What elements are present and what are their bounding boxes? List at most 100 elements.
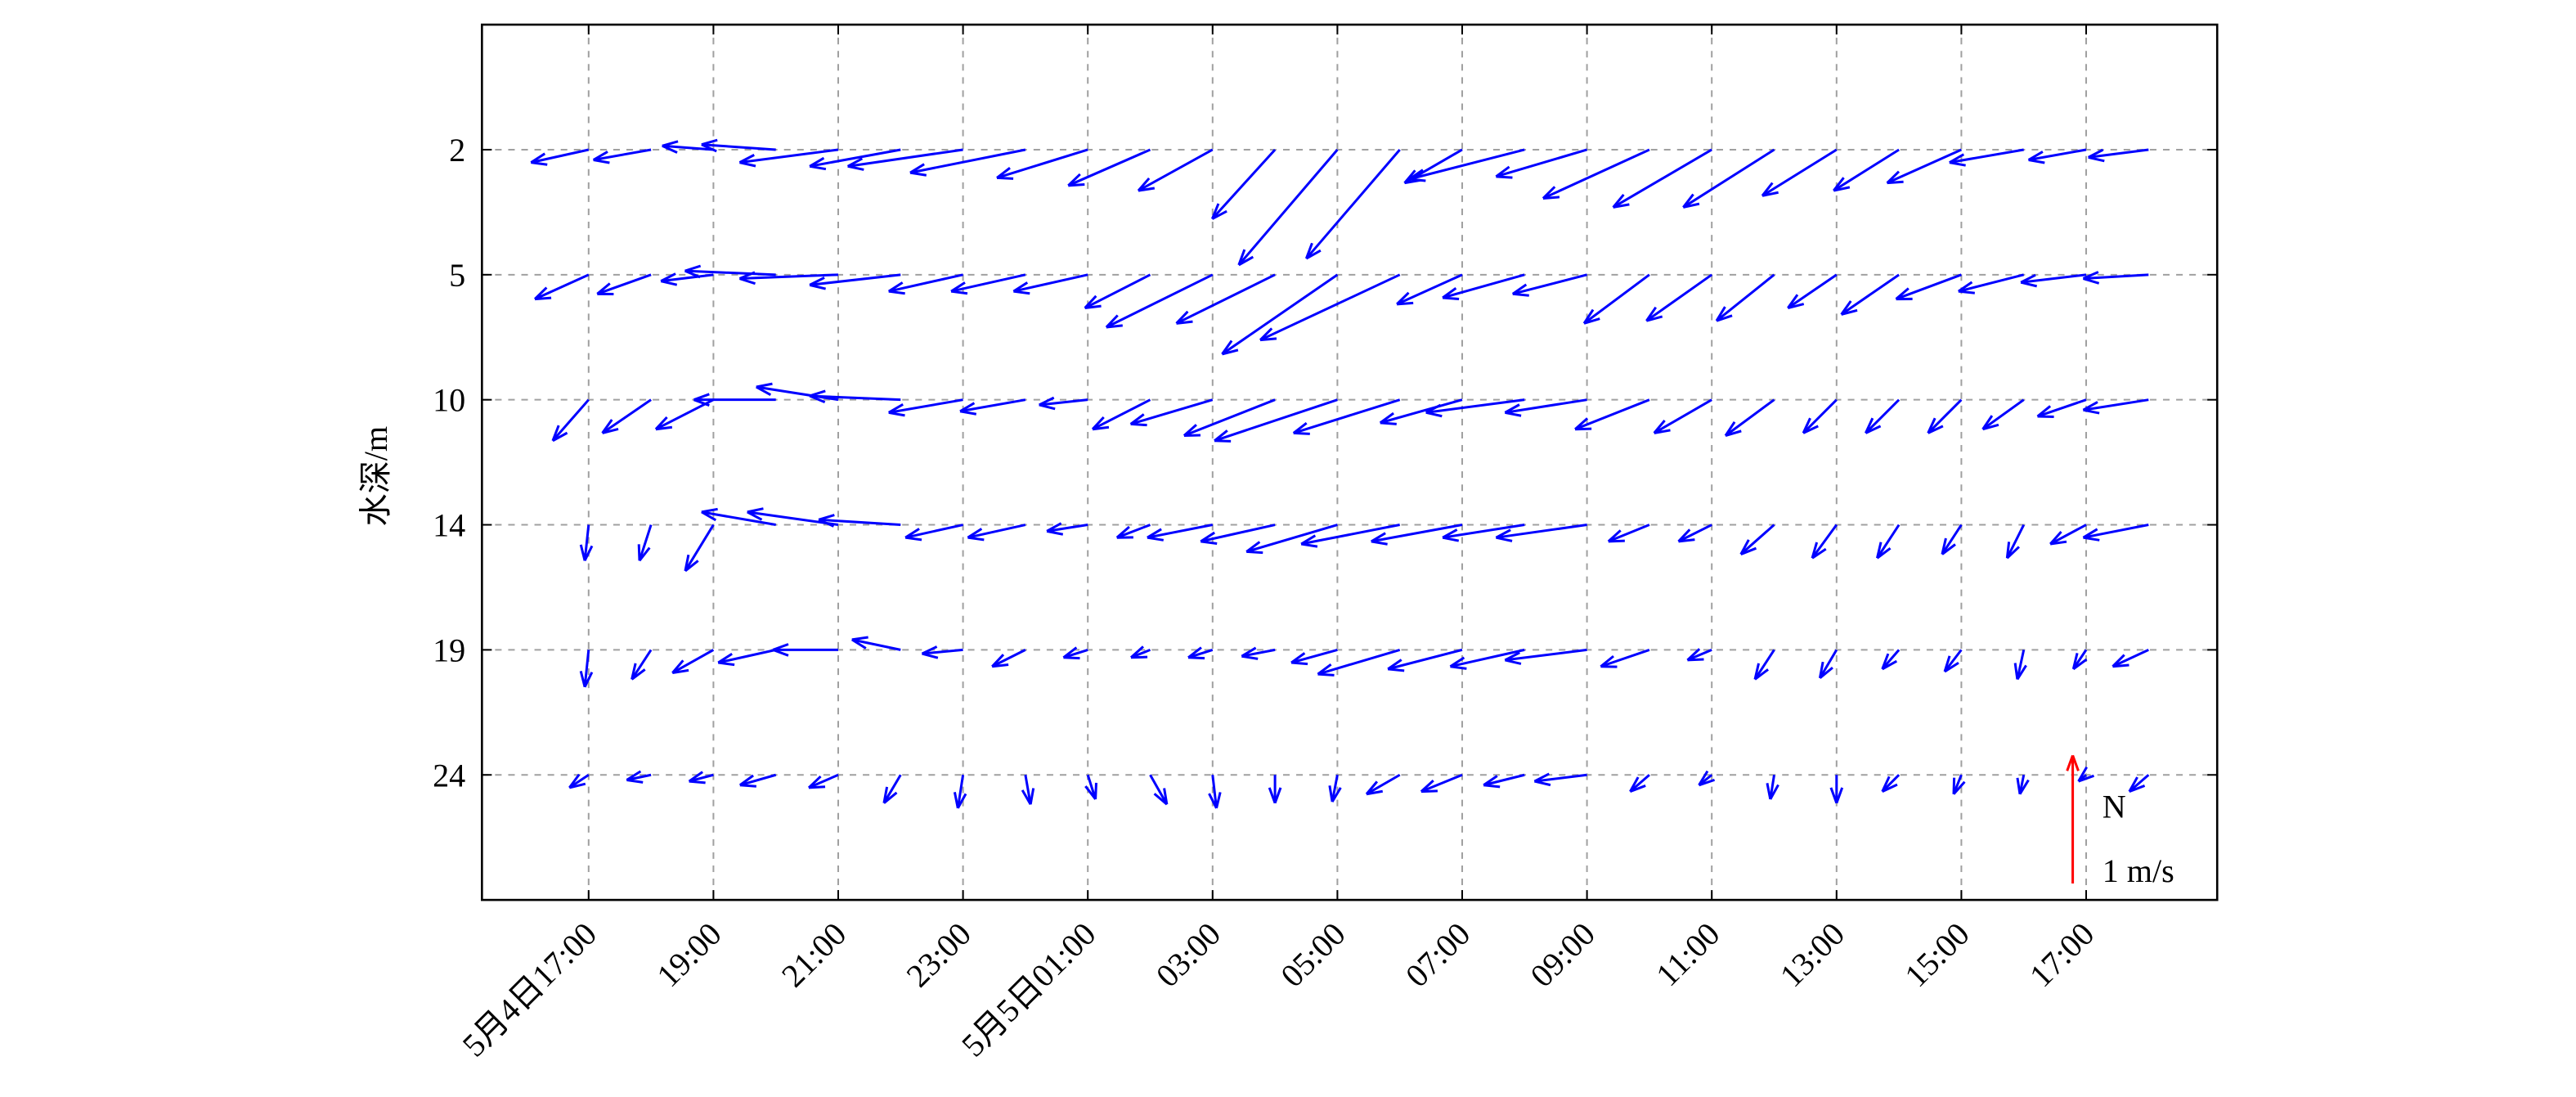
arrow-head (2072, 658, 2088, 671)
arrow-head (1084, 304, 1102, 310)
arrow-head (701, 138, 718, 146)
arrow-head (1882, 783, 1898, 793)
arrow-head (552, 431, 568, 443)
current-vector (1300, 524, 1400, 548)
y-tick-label: 24 (433, 757, 465, 794)
arrow-head (684, 554, 690, 572)
arrow-head (1761, 191, 1779, 197)
arrow-head (1300, 542, 1318, 548)
arrow-head (596, 282, 611, 295)
current-vector (1833, 148, 1900, 192)
arrow-head (2112, 654, 2125, 668)
arrow-shaft (851, 638, 901, 651)
arrow-head (1175, 310, 1189, 325)
arrow-head (1716, 314, 1733, 322)
current-vector (967, 524, 1026, 542)
arrow-shaft (1116, 524, 1151, 539)
arrow-head (1982, 423, 1999, 431)
arrow-head (992, 663, 1009, 668)
arrow-head (1505, 411, 1522, 417)
arrow-head (1292, 421, 1308, 434)
arrow-head (592, 151, 608, 161)
arrow-head (1214, 439, 1232, 443)
current-vector (882, 774, 902, 804)
arrow-head (772, 648, 789, 657)
arrow-head (671, 659, 684, 674)
arrow-head (1200, 540, 1218, 545)
arrow-head (1106, 324, 1123, 329)
arrow-shaft (1534, 773, 1587, 783)
arrow-head (2018, 779, 2030, 795)
arrow-head (747, 507, 764, 514)
y-tick-label: 19 (433, 632, 465, 668)
current-vector (1039, 396, 1088, 411)
current-vector (1582, 273, 1650, 325)
arrow-head (2049, 540, 2067, 546)
arrow-head (739, 784, 756, 788)
current-vector (1290, 648, 1338, 666)
current-vector (1766, 775, 1779, 800)
arrow-head (1829, 787, 1838, 804)
arrow-head (551, 425, 560, 442)
current-vector (2082, 271, 2149, 285)
arrow-head (1895, 287, 1910, 300)
arrow-shaft (1927, 398, 1963, 434)
arrow-head (1739, 539, 1750, 555)
arrow-shaft (568, 773, 590, 789)
arrow-head (1504, 403, 1520, 414)
current-vector (579, 524, 594, 562)
arrow-head (1221, 339, 1233, 355)
current-vector (1886, 148, 1963, 185)
current-vector (1268, 775, 1282, 804)
arrow-head (1583, 317, 1600, 325)
arrow-shaft (1293, 398, 1401, 434)
arrow-head (996, 167, 1011, 179)
arrow-head (921, 645, 938, 655)
current-vector (568, 773, 590, 789)
arrow-shaft (626, 773, 652, 781)
arrow-shaft (1214, 398, 1338, 443)
arrow-head (1677, 528, 1691, 542)
arrow-head (809, 394, 826, 404)
arrow-head (1483, 784, 1501, 789)
arrow-shaft (534, 273, 590, 300)
arrow-head (1952, 780, 1966, 795)
current-vector (1645, 273, 1713, 322)
arrow-head (1699, 778, 1716, 787)
arrow-head (2013, 663, 2019, 680)
arrow-head (1811, 547, 1827, 560)
arrow-head (2016, 777, 2022, 794)
arrow-shaft (739, 773, 777, 787)
arrow-head (1600, 654, 1614, 668)
arrow-head (701, 143, 717, 153)
arrow-head (1608, 539, 1625, 543)
arrow-head (738, 271, 756, 280)
arrow-head (1698, 770, 1709, 786)
arrow-head (1495, 165, 1510, 178)
current-vector (592, 148, 652, 164)
arrow-head (1533, 772, 1550, 783)
arrow-head (579, 670, 586, 688)
arrow-head (534, 296, 552, 301)
current-vector (1091, 398, 1151, 431)
current-vector (904, 524, 963, 542)
arrow-head (1084, 785, 1097, 800)
arrow-head (662, 144, 678, 154)
arrow-head (1811, 542, 1819, 559)
arrow-shaft (2020, 273, 2087, 284)
arrow-head (1612, 194, 1625, 209)
x-tick-label: 05:00 (1273, 915, 1352, 994)
arrow-shaft (662, 144, 714, 151)
arrow-shaft (1106, 273, 1214, 329)
arrow-head (1163, 788, 1169, 805)
current-vector (671, 649, 715, 675)
arrow-head (1886, 170, 1901, 184)
arrow-shaft (1380, 398, 1463, 425)
arrow-head (701, 507, 718, 514)
arrow-head (1211, 209, 1227, 220)
current-vector (1504, 398, 1587, 417)
current-vector (738, 773, 777, 788)
arrow-shaft (684, 269, 776, 276)
current-vector (1533, 772, 1587, 787)
arrow-head (888, 403, 904, 414)
